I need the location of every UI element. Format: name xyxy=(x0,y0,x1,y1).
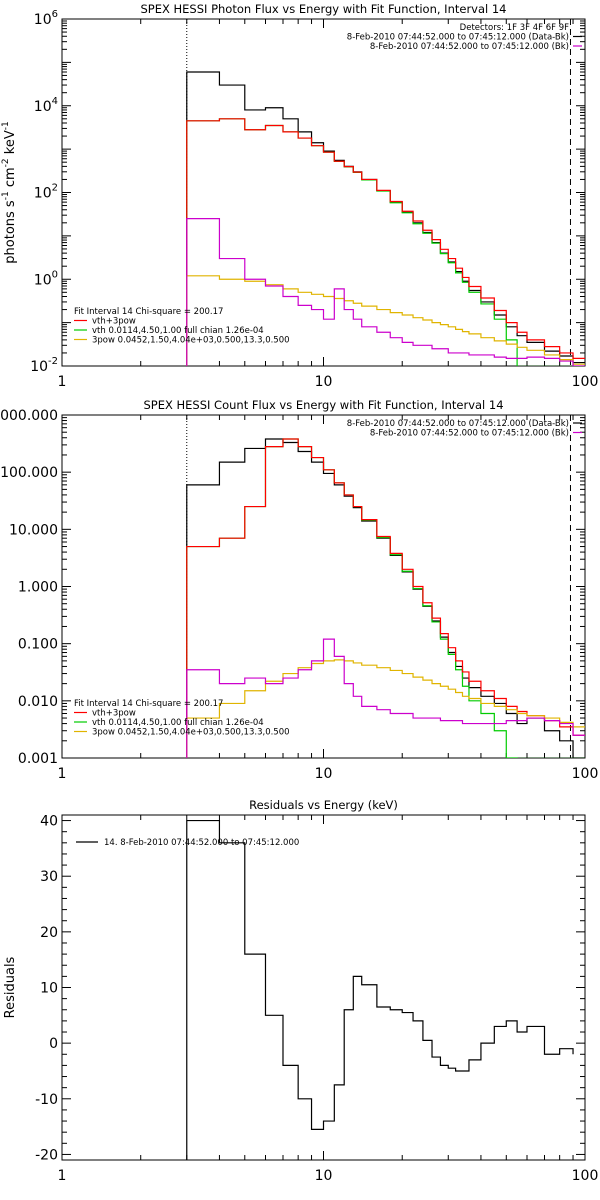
y-tick-label: 20 xyxy=(40,925,58,941)
x-tick-label: 10 xyxy=(315,1168,333,1184)
chart-title: SPEX HESSI Count Flux vs Energy with Fit… xyxy=(143,398,503,412)
series-line-4 xyxy=(186,659,585,758)
legend-entry: vth+3pow xyxy=(92,709,136,719)
y-tick-label: -20 xyxy=(35,1147,58,1163)
chart-panel-1: SPEX HESSI Photon Flux vs Energy with Fi… xyxy=(1,2,598,390)
legend-entry: 3pow 0.0452,1.50,4.04e+03,0.500,13.3,0.5… xyxy=(92,336,290,346)
y-tick-label: 10.000 xyxy=(9,522,58,538)
y-axis-label-part: cm xyxy=(3,167,18,191)
legend-entry: vth+3pow xyxy=(92,317,136,327)
y-tick-label: 1.000 xyxy=(18,580,58,596)
y-axis-label: Residuals xyxy=(3,956,18,1018)
y-axis-label-part: photons s xyxy=(3,200,18,264)
series-line-5 xyxy=(186,218,585,366)
chart-title: SPEX HESSI Photon Flux vs Energy with Fi… xyxy=(140,2,506,16)
legend-entry: 8-Feb-2010 07:44:52.000 to 07:45:12.000 … xyxy=(370,429,569,439)
legend-entry: vth 0.0114,4.50,1.00 full chian 1.26e-04 xyxy=(92,326,264,336)
x-tick-label: 100 xyxy=(572,374,599,390)
y-axis-label-part: -2 xyxy=(1,158,11,167)
y-tick-base: 10 xyxy=(34,99,52,115)
y-axis-label-part: -1 xyxy=(1,191,11,200)
series-line-5 xyxy=(186,638,585,758)
y-tick-base: 10 xyxy=(34,272,52,288)
y-tick-label: 0 xyxy=(49,1036,58,1052)
legend-entry: 14. 8-Feb-2010 07:44:52.000 to 07:45:12.… xyxy=(104,838,299,848)
legend-entry: 8-Feb-2010 07:44:52.000 to 07:45:12.000 … xyxy=(347,419,569,429)
y-tick-label: 30 xyxy=(40,869,58,885)
y-tick-exponent: 4 xyxy=(52,96,58,107)
chart-title: Residuals vs Energy (keV) xyxy=(249,798,398,812)
legend-entry: 8-Feb-2010 07:44:52.000 to 07:45:12.000 … xyxy=(347,33,569,43)
x-tick-label: 1 xyxy=(58,1168,67,1184)
y-tick-exponent: 2 xyxy=(52,183,58,194)
y-axis-label-part: keV xyxy=(3,130,18,158)
y-tick-label: 0.100 xyxy=(18,637,58,653)
legend-entry: 8-Feb-2010 07:44:52.000 to 07:45:12.000 … xyxy=(370,42,569,52)
y-tick-base: 10 xyxy=(34,186,52,202)
y-tick-exponent: 0 xyxy=(52,269,58,280)
legend-entry: Fit Interval 14 Chi-square = 200.17 xyxy=(74,307,223,317)
y-tick-label: 0.010 xyxy=(18,694,58,710)
chart-panel-3: Residuals vs Energy (keV) 1 10 100 -20 -10 0 10… xyxy=(3,798,598,1184)
x-tick-label: 100 xyxy=(572,1168,599,1184)
y-tick-exponent: 6 xyxy=(52,9,58,20)
legend-entry: Fit Interval 14 Chi-square = 200.17 xyxy=(74,699,223,709)
y-axis-label-part: -1 xyxy=(1,121,11,130)
plot-frame xyxy=(61,814,586,1161)
series-line-3 xyxy=(186,438,585,758)
y-tick-label: 10 xyxy=(40,981,58,997)
y-axis-label: photons s-1 cm-2 keV-1 xyxy=(1,121,18,263)
x-tick-label: 1 xyxy=(58,766,67,782)
y-tick-base: 10 xyxy=(34,12,52,28)
x-tick-label: 10 xyxy=(315,766,333,782)
series-line-1 xyxy=(186,819,574,1160)
x-tick-label: 100 xyxy=(572,766,599,782)
series-line-3 xyxy=(186,118,585,366)
y-tick-label: 106 xyxy=(34,9,58,28)
legend-entry: Detectors: 1F 3F 4F 6F 9F xyxy=(460,23,569,33)
series-line-1 xyxy=(186,71,585,366)
y-tick-base: 10 xyxy=(30,359,48,375)
x-tick-label: 10 xyxy=(315,374,333,390)
y-tick-label: 0.001 xyxy=(18,751,58,767)
y-tick-label: 102 xyxy=(34,183,58,202)
y-tick-label: 40 xyxy=(40,814,58,830)
series-line-4 xyxy=(186,275,585,366)
y-tick-label: 100 xyxy=(34,269,58,288)
series-line-2 xyxy=(186,438,585,758)
y-tick-label: 104 xyxy=(34,96,58,115)
legend-entry: vth 0.0114,4.50,1.00 full chian 1.26e-04 xyxy=(92,718,264,728)
y-tick-label: -10 xyxy=(35,1092,58,1108)
x-tick-label: 1 xyxy=(58,374,67,390)
chart-panel-2: SPEX HESSI Count Flux vs Energy with Fit… xyxy=(0,398,598,782)
y-tick-label: 10-2 xyxy=(30,356,58,375)
legend-entry: 3pow 0.0452,1.50,4.04e+03,0.500,13.3,0.5… xyxy=(92,728,290,738)
y-tick-label: 100.000 xyxy=(0,465,58,481)
y-tick-exponent: -2 xyxy=(48,356,58,367)
y-axis-label-part: Residuals xyxy=(3,956,18,1018)
